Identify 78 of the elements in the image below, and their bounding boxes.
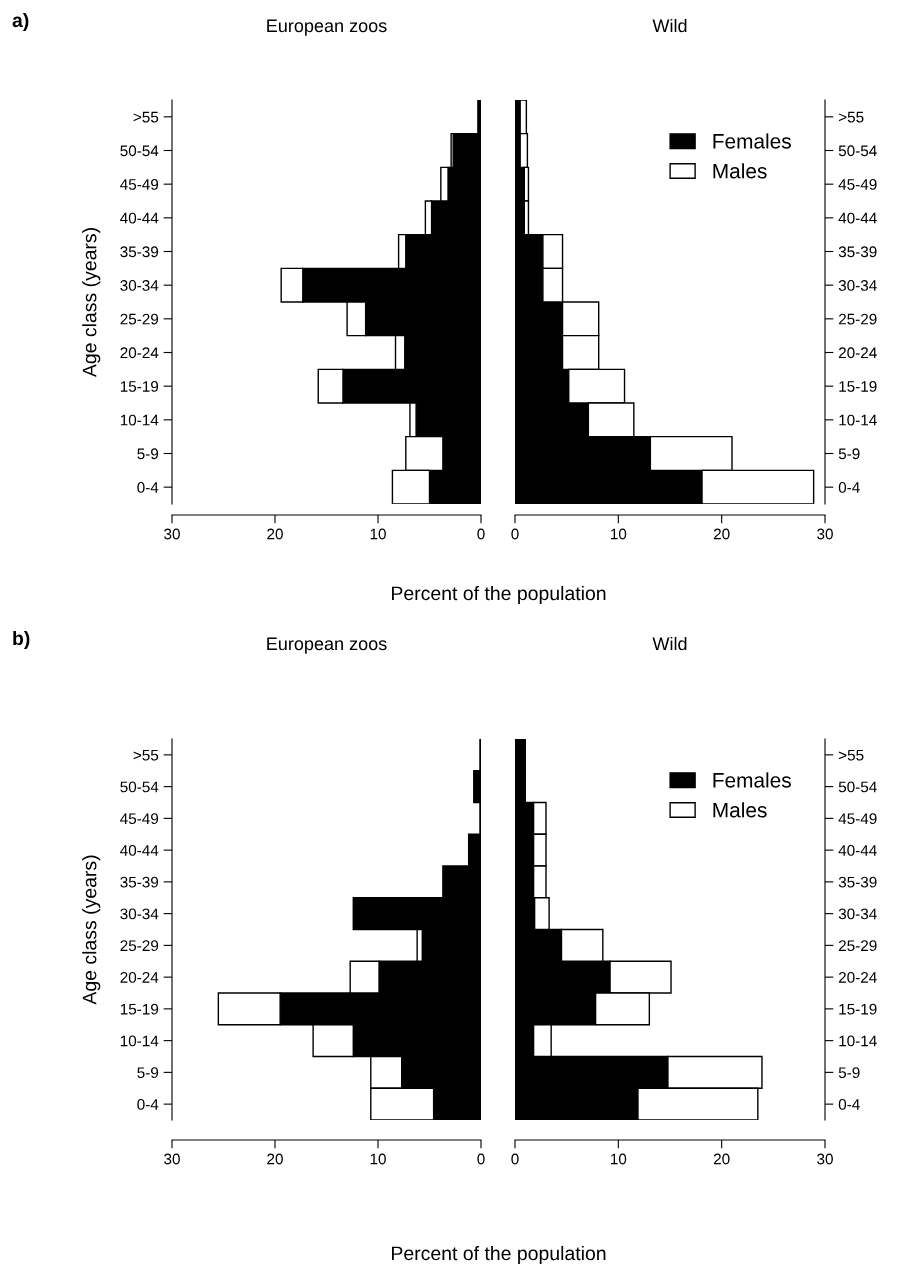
y-tick-label: 40-44 xyxy=(838,212,877,224)
x-tick-label: 20 xyxy=(713,528,730,540)
x-tick-label: 0 xyxy=(511,1153,519,1165)
legend-label: Males xyxy=(713,163,767,179)
x-tick-label: 20 xyxy=(713,1153,730,1165)
chart-title: European zoos xyxy=(267,637,387,654)
y-tick-label: 20-24 xyxy=(120,347,159,359)
text: a) xyxy=(12,12,29,32)
y-tick-label: 45-49 xyxy=(838,179,877,190)
y-tick-label: 15-19 xyxy=(839,1003,877,1015)
y-tick-label: 45-49 xyxy=(838,813,877,825)
y-tick-label: 50-54 xyxy=(838,145,877,157)
y-tick-label: 45-49 xyxy=(120,179,159,190)
y-tick-label: 50-54 xyxy=(120,145,159,157)
x-tick-label: 30 xyxy=(164,1153,180,1165)
x-tick-label: 10 xyxy=(370,1153,386,1165)
y-tick-label: 30-34 xyxy=(120,908,159,920)
y-axis-title: Age class (years) xyxy=(82,228,101,378)
y-tick-label: >55 xyxy=(133,749,159,761)
y-tick-label: 45-49 xyxy=(120,813,159,825)
y-tick-label: 35-39 xyxy=(838,246,877,258)
x-tick-label: 30 xyxy=(164,528,180,540)
y-tick-label: >55 xyxy=(133,111,159,123)
y-tick-label: 40-44 xyxy=(120,212,159,224)
chart-title: Wild xyxy=(652,636,687,651)
y-tick-label: 25-29 xyxy=(838,940,877,952)
x-tick-label: 0 xyxy=(477,528,485,540)
y-tick-label: 30-34 xyxy=(838,280,877,291)
x-tick-label: 0 xyxy=(511,528,519,540)
y-tick-label: 35-39 xyxy=(838,876,877,888)
x-tick-label: 20 xyxy=(267,528,283,540)
chart-title: European zoos xyxy=(267,19,387,36)
y-tick-label: 0-4 xyxy=(838,1098,860,1110)
y-tick-label: 50-54 xyxy=(120,781,159,793)
y-tick-label: 35-39 xyxy=(120,246,159,258)
y-tick-label: 35-39 xyxy=(120,876,159,888)
y-tick-label: 25-29 xyxy=(120,313,159,325)
y-tick-label: >55 xyxy=(838,111,864,123)
y-tick-label: 5-9 xyxy=(137,1067,159,1079)
x-axis-title: Percent of the population xyxy=(392,1245,606,1265)
y-tick-label: 20-24 xyxy=(838,347,877,359)
legend-label: Females xyxy=(713,772,791,788)
chart-title: Wild xyxy=(652,18,687,33)
y-tick-label: 5-9 xyxy=(137,448,159,460)
y-tick-label: 10-14 xyxy=(120,1035,159,1047)
y-tick-label: 30-34 xyxy=(120,280,159,291)
y-tick-label: 50-54 xyxy=(838,781,877,793)
y-tick-label: 40-44 xyxy=(120,844,159,856)
x-tick-label: 30 xyxy=(817,528,833,540)
y-tick-label: 0-4 xyxy=(137,1098,159,1110)
y-tick-label: 10-14 xyxy=(839,1035,877,1047)
x-tick-label: 20 xyxy=(267,1153,283,1165)
y-tick-label: 15-19 xyxy=(120,381,159,392)
y-tick-label: 5-9 xyxy=(838,1067,860,1079)
y-tick-label: 15-19 xyxy=(839,381,877,392)
x-tick-label: 0 xyxy=(477,1153,485,1165)
y-tick-label: >55 xyxy=(838,749,864,761)
y-tick-label: 0-4 xyxy=(838,482,860,493)
y-tick-label: 10-14 xyxy=(839,414,877,426)
y-tick-label: 25-29 xyxy=(838,313,877,325)
legend-label: Females xyxy=(713,133,791,149)
text: b) xyxy=(13,630,30,650)
y-axis-title: Age class (years) xyxy=(82,855,101,1005)
y-tick-label: 30-34 xyxy=(838,908,877,920)
x-axis-title: Percent of the population xyxy=(392,585,606,605)
y-tick-label: 10-14 xyxy=(120,414,159,426)
x-tick-label: 10 xyxy=(611,1153,627,1165)
legend-label: Males xyxy=(713,802,767,818)
y-tick-label: 5-9 xyxy=(838,448,860,460)
y-tick-label: 40-44 xyxy=(838,844,877,856)
y-tick-label: 20-24 xyxy=(120,971,159,983)
x-tick-label: 10 xyxy=(370,528,386,540)
x-tick-label: 30 xyxy=(817,1153,833,1165)
y-tick-label: 25-29 xyxy=(120,940,159,952)
y-tick-label: 20-24 xyxy=(838,971,877,983)
x-tick-label: 10 xyxy=(611,528,627,540)
y-tick-label: 0-4 xyxy=(137,482,159,493)
y-tick-label: 15-19 xyxy=(120,1003,159,1015)
